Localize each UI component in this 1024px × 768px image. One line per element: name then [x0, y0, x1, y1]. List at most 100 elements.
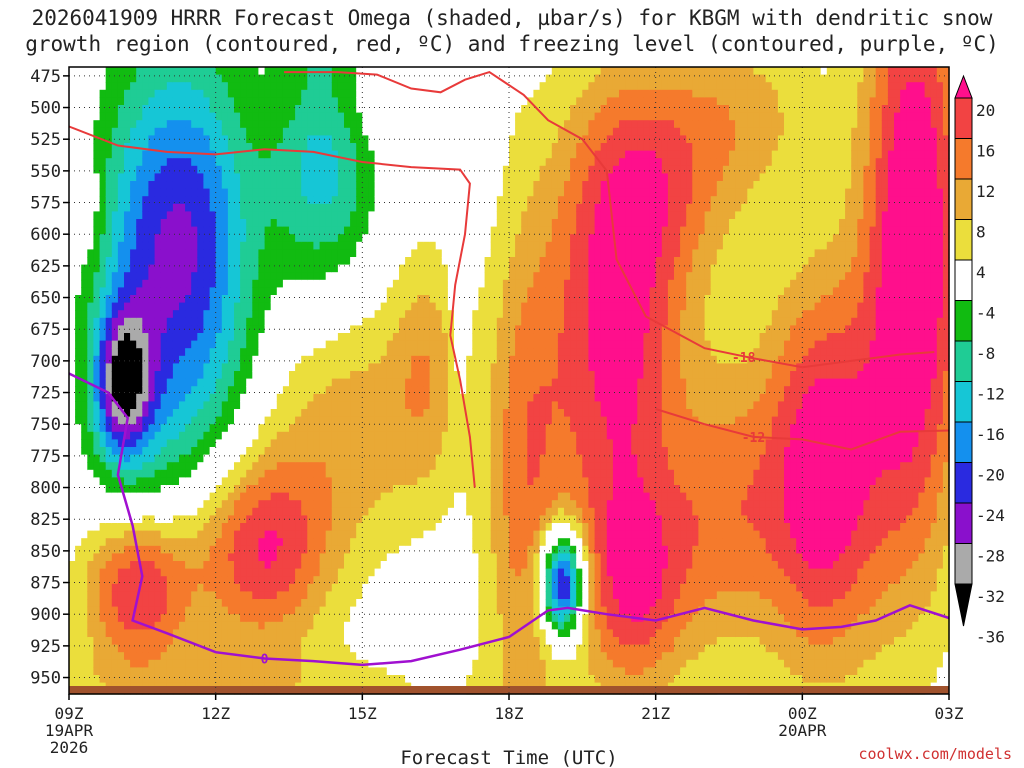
omega-cell	[331, 629, 339, 638]
omega-cell	[264, 386, 272, 395]
omega-cell	[221, 325, 229, 334]
omega-cell	[392, 143, 400, 152]
omega-cell	[374, 302, 382, 311]
omega-cell	[148, 287, 156, 296]
omega-cell	[411, 606, 418, 615]
omega-cell	[136, 568, 143, 577]
omega-cell	[423, 249, 431, 258]
omega-cell	[191, 439, 198, 448]
omega-cell	[429, 82, 437, 91]
omega-cell	[319, 401, 327, 410]
omega-cell	[386, 67, 394, 76]
omega-cell	[356, 393, 363, 402]
omega-cell	[191, 386, 198, 395]
omega-cell	[313, 583, 321, 592]
omega-cell	[203, 614, 211, 623]
omega-cell	[313, 302, 321, 311]
omega-cell	[240, 196, 247, 205]
omega-cell	[429, 667, 437, 676]
omega-cell	[154, 424, 162, 433]
omega-cell	[356, 576, 363, 585]
omega-cell	[252, 241, 259, 250]
omega-cell	[301, 203, 308, 212]
omega-cell	[136, 447, 143, 456]
omega-cell	[179, 447, 186, 456]
omega-cell	[111, 614, 119, 623]
omega-cell	[423, 295, 431, 304]
omega-cell	[99, 530, 107, 539]
omega-cell	[203, 416, 211, 425]
omega-cell	[270, 82, 278, 91]
omega-cell	[301, 120, 308, 129]
omega-cell	[240, 165, 247, 174]
omega-cell	[246, 203, 253, 212]
omega-cell	[130, 302, 137, 311]
omega-cell	[246, 606, 253, 615]
omega-cell	[136, 530, 143, 539]
omega-cell	[374, 89, 382, 98]
omega-cell	[368, 545, 376, 554]
omega-cell	[411, 393, 418, 402]
omega-cell	[69, 105, 76, 114]
omega-cell	[301, 386, 308, 395]
omega-cell	[429, 143, 437, 152]
omega-cell	[93, 150, 101, 159]
omega-cell	[276, 606, 284, 615]
omega-cell	[142, 196, 149, 205]
omega-cell	[337, 424, 345, 433]
omega-cell	[374, 462, 382, 471]
omega-cell	[417, 302, 424, 311]
omega-cell	[386, 599, 394, 608]
omega-cell	[423, 553, 431, 562]
omega-cell	[337, 637, 345, 646]
omega-cell	[117, 340, 125, 349]
omega-cell	[87, 143, 94, 152]
omega-cell	[399, 165, 406, 174]
omega-cell	[246, 416, 253, 425]
omega-cell	[209, 302, 217, 311]
omega-cell	[399, 181, 406, 190]
omega-cell	[148, 97, 156, 106]
omega-cell	[136, 67, 143, 76]
omega-cell	[221, 302, 229, 311]
omega-cell	[313, 447, 321, 456]
omega-cell	[191, 67, 198, 76]
omega-cell	[124, 74, 131, 83]
omega-cell	[331, 219, 339, 228]
omega-cell	[148, 302, 156, 311]
omega-cell	[368, 112, 376, 121]
omega-cell	[209, 523, 217, 532]
omega-cell	[386, 431, 394, 440]
omega-cell	[234, 424, 241, 433]
omega-cell	[423, 439, 431, 448]
omega-cell	[313, 523, 321, 532]
omega-cell	[264, 523, 272, 532]
omega-cell	[270, 74, 278, 83]
omega-cell	[331, 105, 339, 114]
omega-cell	[374, 424, 382, 433]
omega-cell	[405, 439, 412, 448]
omega-cell	[160, 545, 168, 554]
omega-cell	[301, 340, 308, 349]
omega-cell	[307, 279, 314, 288]
omega-cell	[374, 272, 382, 281]
omega-cell	[99, 469, 107, 478]
omega-cell	[179, 196, 186, 205]
omega-cell	[234, 173, 241, 182]
omega-cell	[227, 348, 235, 357]
omega-cell	[240, 424, 247, 433]
omega-cell	[399, 530, 406, 539]
omega-cell	[93, 485, 101, 494]
omega-cell	[356, 272, 363, 281]
omega-cell	[411, 264, 418, 273]
omega-cell	[227, 523, 235, 532]
omega-cell	[295, 150, 302, 159]
omega-cell	[325, 241, 333, 250]
omega-cell	[380, 67, 388, 76]
omega-cell	[197, 576, 204, 585]
omega-cell	[362, 652, 369, 661]
omega-cell	[289, 561, 296, 570]
omega-cell	[386, 644, 394, 653]
omega-cell	[295, 287, 302, 296]
omega-cell	[380, 371, 388, 380]
